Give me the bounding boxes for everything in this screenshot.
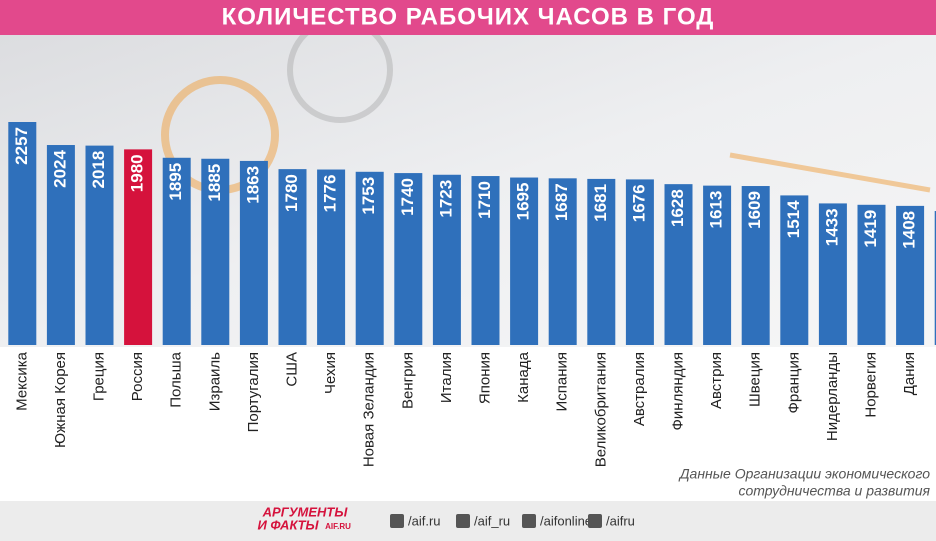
x-tick-label: Испания [554, 352, 571, 412]
x-tick-label: Чехия [322, 352, 339, 394]
value-label: 1710 [475, 181, 494, 219]
title-bar [0, 0, 936, 35]
bar [625, 179, 654, 345]
value-label: 1681 [591, 184, 610, 222]
value-label: 1753 [359, 177, 378, 215]
x-tick-label: Россия [129, 352, 146, 401]
bar [355, 171, 384, 345]
x-tick-label: Дания [901, 352, 918, 395]
x-tick-label: Австралия [631, 352, 648, 426]
social-link: /aifonline [540, 513, 592, 528]
bar [664, 184, 693, 345]
value-label: 1408 [900, 211, 919, 249]
value-label: 1419 [861, 210, 880, 248]
social-link: /aifru [606, 513, 635, 528]
x-tick-label: Южная Корея [52, 352, 69, 448]
bar [510, 177, 539, 345]
bar [741, 186, 770, 345]
x-tick-label: Мексика [13, 351, 30, 411]
value-label: 1780 [282, 174, 301, 212]
value-label: 1895 [166, 163, 185, 201]
x-tick-label: Норвегия [862, 352, 879, 418]
x-tick-label: Финляндия [669, 352, 686, 430]
value-label: 1687 [552, 183, 571, 221]
x-tick-label: Великобритания [592, 352, 609, 467]
bar [934, 211, 936, 345]
social-icon [588, 514, 602, 528]
social-icon [390, 514, 404, 528]
social-icon [456, 514, 470, 528]
bar [548, 178, 577, 345]
x-tick-label: Япония [476, 352, 493, 404]
value-label: 2018 [89, 151, 108, 189]
x-tick-label: Нидерланды [824, 352, 841, 441]
x-tick-label: Португалия [245, 352, 262, 432]
x-tick-label: США [283, 352, 300, 387]
value-label: 1695 [514, 183, 533, 221]
value-label: 1676 [629, 184, 648, 222]
bar [780, 195, 809, 345]
value-label: 1723 [436, 180, 455, 218]
x-tick-label: Израиль [206, 352, 223, 411]
value-label: 1776 [321, 175, 340, 213]
value-label: 1863 [243, 166, 262, 204]
bar [239, 160, 268, 345]
social-link: /aif_ru [474, 513, 510, 528]
bar [124, 149, 153, 345]
bar [394, 173, 423, 345]
decor-pencil [729, 152, 931, 193]
bar [857, 204, 886, 345]
source-note: Данные Организации экономического [678, 466, 931, 482]
bar [85, 145, 114, 345]
x-tick-label: Новая Зеландия [361, 352, 378, 467]
social-icon [522, 514, 536, 528]
bar [46, 145, 75, 345]
value-label: 1885 [205, 164, 224, 202]
value-label: 1609 [745, 191, 764, 229]
photo-background [0, 35, 936, 347]
value-label: 1514 [784, 200, 803, 238]
source-note: сотрудничества и развития [738, 483, 930, 499]
bar [8, 122, 37, 345]
x-tick-label: Польша [168, 351, 185, 407]
value-label: 1740 [398, 178, 417, 216]
x-tick-label: Канада [515, 351, 532, 402]
social-link: /aif.ru [408, 513, 441, 528]
value-label: 2024 [50, 149, 69, 187]
value-label: 1613 [707, 191, 726, 229]
bar [432, 174, 461, 345]
logo: И ФАКТЫ [257, 517, 319, 532]
value-label: 2257 [12, 127, 31, 165]
x-tick-label: Венгрия [399, 352, 416, 409]
bar [201, 158, 230, 345]
logo: AIF.RU [325, 522, 351, 531]
bar [317, 169, 346, 345]
bar [278, 169, 307, 345]
bar [162, 157, 191, 345]
bar [703, 185, 732, 345]
x-tick-label: Франция [785, 352, 802, 413]
bar [471, 176, 500, 345]
x-tick-label: Швеция [747, 352, 764, 407]
bar [896, 205, 925, 345]
value-label: 1628 [668, 189, 687, 227]
bar [818, 203, 847, 345]
value-label: 1980 [128, 154, 147, 192]
x-tick-label: Греция [90, 352, 107, 401]
chart-title: КОЛИЧЕСТВО РАБОЧИХ ЧАСОВ В ГОД [222, 3, 715, 30]
bar [587, 178, 616, 345]
logo: АРГУМЕНТЫ [262, 504, 349, 519]
x-tick-label: Австрия [708, 352, 725, 409]
value-label: 1433 [822, 208, 841, 246]
x-tick-label: Италия [438, 352, 455, 403]
